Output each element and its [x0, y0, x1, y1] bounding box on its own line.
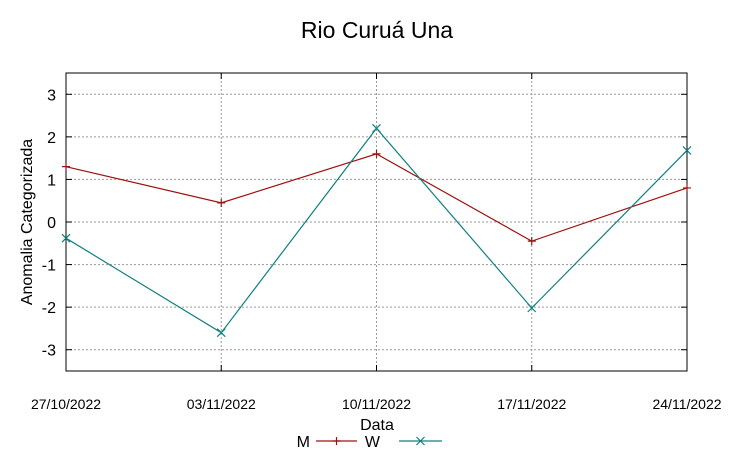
data-point-M: [372, 149, 381, 158]
data-point-W: [216, 328, 226, 338]
y-tick-label: 2: [47, 130, 56, 147]
legend-marker-M: [332, 437, 341, 445]
data-point-M: [527, 237, 536, 246]
data-point-W: [372, 123, 381, 133]
y-axis-label: Anomalia Categorizada: [19, 139, 36, 305]
y-tick-label: -1: [42, 258, 56, 275]
chart-title: Rio Curuá Una: [301, 17, 453, 43]
x-tick-label: 17/11/2022: [497, 396, 566, 412]
y-tick-label: 1: [47, 172, 56, 189]
series-group: [61, 123, 692, 338]
x-tick-label: 24/11/2022: [652, 396, 721, 412]
grid-lines: [65, 73, 688, 371]
x-tick-label: 03/11/2022: [187, 396, 256, 412]
data-point-W: [682, 146, 692, 155]
data-point-W: [61, 233, 71, 243]
y-tick-label: -3: [42, 343, 56, 360]
data-point-M: [62, 162, 70, 171]
legend-marker-W: [416, 436, 425, 446]
x-tick-label: 10/11/2022: [342, 396, 411, 412]
legend-label-M: M: [297, 434, 310, 451]
y-tick-label: -2: [42, 300, 56, 317]
legend-label-W: W: [365, 434, 381, 451]
data-point-M: [217, 198, 226, 207]
y-tick-label: 0: [47, 215, 56, 232]
x-tick-label: 27/10/2022: [31, 396, 101, 412]
y-tick-label: 3: [47, 87, 56, 104]
data-point-M: [683, 183, 691, 192]
x-axis-label: Data: [360, 417, 394, 434]
x-axis-ticks: 27/10/2022 03/11/2022 10/11/2022 17/11/2022…: [31, 73, 722, 412]
y-axis-ticks: 3 2 1 0 -1 -2 -3: [42, 87, 687, 360]
data-point-W: [527, 303, 537, 313]
